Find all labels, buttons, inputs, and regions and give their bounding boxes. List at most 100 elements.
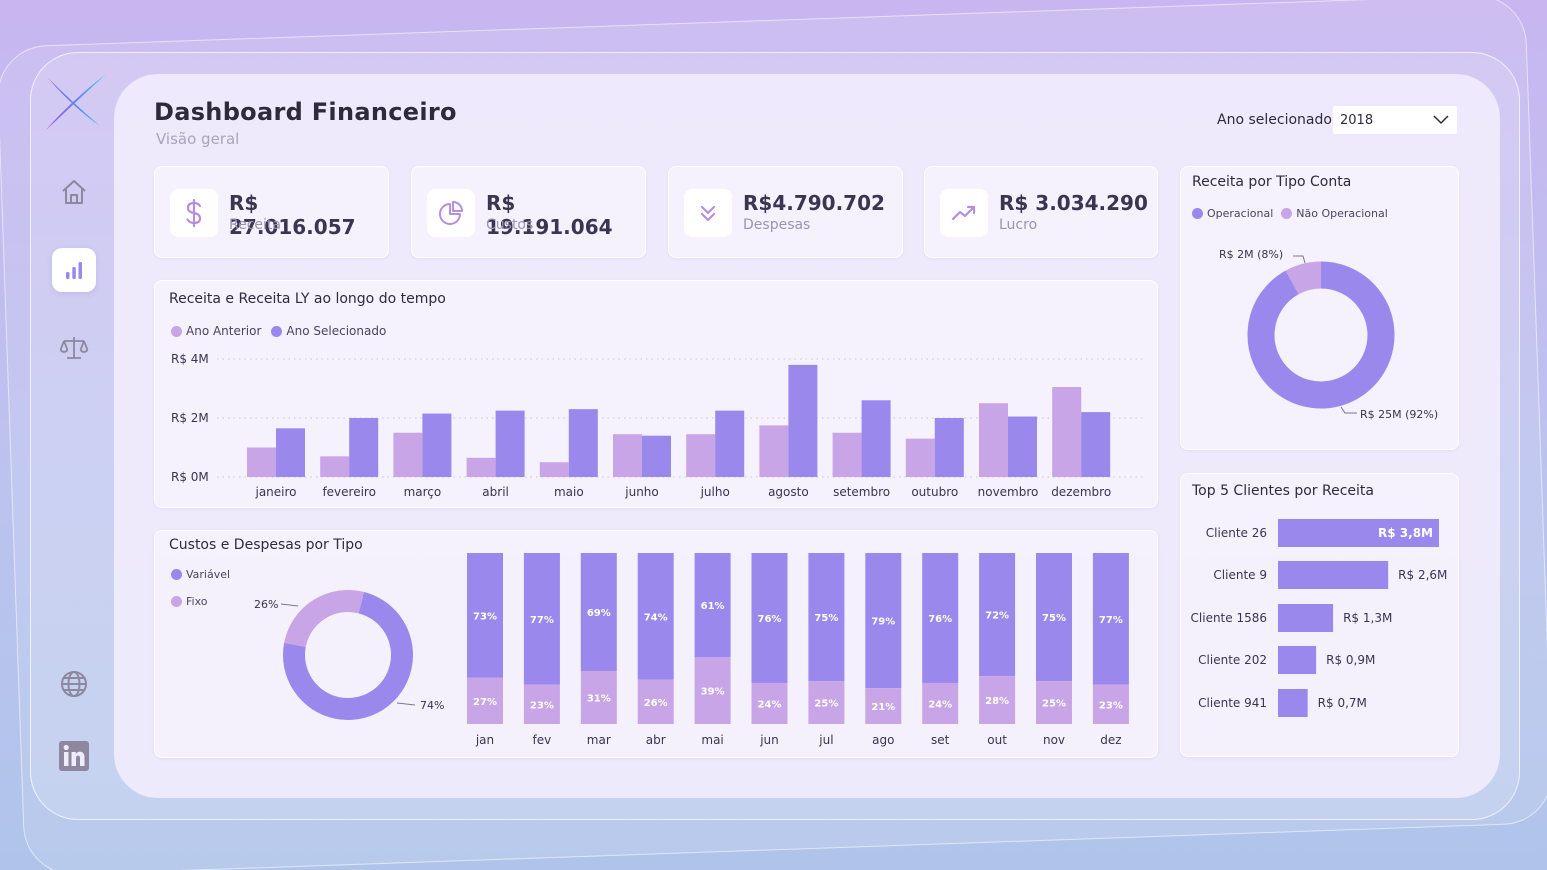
chart-title: Top 5 Clientes por Receita [1192, 483, 1374, 499]
stack-bar-variavel [523, 553, 560, 685]
x-tick-label: abril [482, 485, 509, 499]
stack-bar-variavel [751, 553, 788, 683]
bar-ano-anterior [247, 447, 276, 477]
legend-dot [271, 325, 283, 337]
year-filter-label: Ano selecionado [1217, 112, 1332, 128]
donut-label-nao-operacional: R$ 2M (8%) [1219, 248, 1283, 261]
sidebar-item-web[interactable] [52, 662, 96, 706]
bar-ano-selecionado [422, 413, 452, 477]
page-title: Dashboard Financeiro [154, 98, 457, 126]
stack-bar-variavel [1092, 553, 1129, 685]
data-label-variavel: 76% [928, 614, 952, 625]
sidebar-item-home[interactable] [52, 170, 96, 214]
x-tick-label: julho [700, 485, 730, 499]
x-tick-label: nov [1043, 733, 1065, 747]
stack-bar-fixo [865, 688, 902, 724]
data-label-variavel: 72% [985, 611, 1009, 622]
revenue-chart-card: Receita e Receita LY ao longo do tempo A… [154, 280, 1158, 508]
data-label-variavel: 77% [1099, 615, 1123, 626]
donut-slice-variavel [283, 592, 413, 720]
y-tick-label: R$ 0M [171, 470, 209, 484]
data-label-variavel: 75% [814, 613, 838, 624]
x-tick-label: jun [759, 733, 779, 747]
x-tick-label: mar [587, 733, 611, 747]
chart-title: Receita por Tipo Conta [1192, 174, 1352, 190]
data-label-fixo: 24% [928, 699, 952, 710]
leader-line [1293, 255, 1306, 264]
data-label-fixo: 24% [758, 699, 782, 710]
kpi-value: R$ 3.034.290 [999, 191, 1148, 215]
sidebar-item-linkedin[interactable] [52, 734, 96, 778]
data-label-fixo: 25% [814, 699, 838, 710]
donut-slice-fixo [284, 590, 365, 648]
client-bar [1278, 689, 1308, 717]
legend-label: Ano Anterior [186, 324, 262, 338]
chart-title: Receita e Receita LY ao longo do tempo [169, 291, 446, 307]
x-tick-label: maio [554, 485, 584, 499]
x-tick-label: ago [872, 733, 894, 747]
chevron-down-icon [1433, 115, 1449, 125]
dollar-icon [186, 198, 202, 228]
legend-dot [171, 325, 182, 337]
kpi-label: Custos [486, 217, 534, 233]
leader-line [396, 702, 416, 706]
legend-label: Variável [186, 568, 231, 581]
x-tick-label: mai [701, 733, 723, 747]
x-tick-label: novembro [978, 485, 1039, 499]
x-tick-label: dez [1100, 733, 1121, 747]
bar-ano-anterior [320, 456, 350, 477]
bar-ano-anterior [466, 457, 496, 477]
sidebar-item-chart[interactable] [52, 248, 96, 292]
stack-bar-variavel [580, 553, 617, 671]
client-value: R$ 0,7M [1318, 696, 1367, 710]
legend-dot [171, 596, 182, 607]
data-label-variavel: 69% [587, 608, 611, 619]
page-subtitle: Visão geral [156, 130, 240, 148]
legend-label: Ano Selecionado [286, 324, 387, 338]
bar-ano-anterior [759, 425, 789, 477]
stack-bar-fixo [694, 657, 731, 724]
x-tick-label: set [931, 733, 950, 747]
stack-bar-fixo [751, 682, 788, 724]
bar-ano-selecionado [1081, 412, 1111, 477]
leader-line [1340, 406, 1357, 414]
legend-item-variavel: Variável [171, 568, 230, 581]
x-tick-label: janeiro [254, 485, 296, 499]
data-label-variavel: 75% [1042, 613, 1066, 624]
donut-label-operacional: R$ 25M (92%) [1360, 408, 1438, 421]
donut-label-variavel: 74% [420, 699, 444, 712]
x-tick-label: jan [475, 733, 494, 747]
data-label-fixo: 31% [587, 693, 611, 704]
revenue-bar-chart: R$ 0M R$ 2M R$ 4M janeiro fevereiro março abri… [171, 352, 1145, 499]
client-name: Cliente 26 [1206, 526, 1267, 540]
client-value: R$ 2,6M [1398, 568, 1447, 582]
client-bar [1278, 646, 1317, 674]
kpi-icon-box [427, 189, 475, 237]
bar-ano-selecionado [349, 418, 379, 477]
sidebar-item-balance[interactable] [52, 326, 96, 370]
globe-icon [61, 671, 87, 697]
kpi-card-receita: R$ 27.016.057 Receita [154, 166, 389, 258]
bar-ano-selecionado [715, 410, 745, 477]
x-tick-label: abr [646, 733, 666, 747]
bar-ano-selecionado [642, 435, 671, 477]
costs-charts: 26% 74% 73% 27% jan 77% 23% fev 69% 31% mar 74% 26% a… [254, 553, 1129, 747]
legend-item-fixo: Fixo [171, 595, 207, 608]
stack-bar-variavel [694, 553, 731, 658]
data-label-variavel: 61% [701, 601, 725, 612]
stack-bar-variavel [979, 553, 1016, 677]
stack-bar-variavel [1036, 553, 1072, 682]
data-label-variavel: 79% [871, 617, 895, 628]
kpi-icon-box [170, 189, 218, 237]
y-tick-label: R$ 2M [171, 411, 209, 425]
year-dropdown[interactable]: 2018 [1333, 106, 1457, 134]
top-clients-card: Top 5 Clientes por Receita Cliente 26 R$ … [1180, 473, 1459, 757]
trend-up-icon [951, 205, 976, 221]
x-tick-label: out [987, 733, 1007, 747]
stack-bar-variavel [865, 553, 902, 689]
kpi-label: Despesas [743, 217, 811, 233]
kpi-icon-box [684, 189, 732, 237]
linkedin-icon [59, 741, 89, 771]
client-name: Cliente 202 [1198, 653, 1267, 667]
bar-ano-anterior [905, 438, 935, 477]
